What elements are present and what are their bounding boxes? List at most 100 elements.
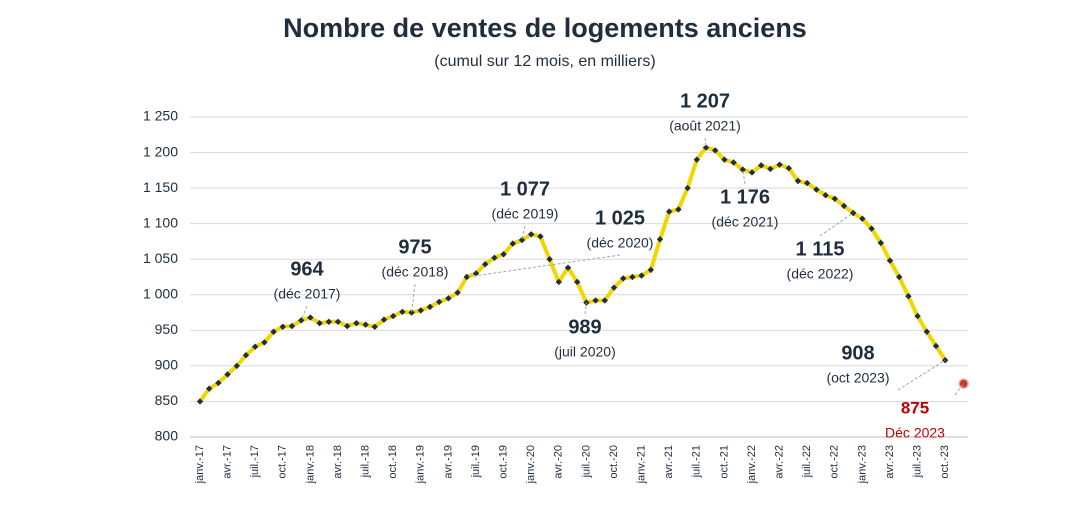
x-tick-label: juil.-21: [691, 445, 703, 478]
marker: [923, 328, 930, 335]
x-tick-label: oct.-19: [498, 445, 510, 479]
marker: [390, 312, 397, 320]
leader-line: [819, 212, 854, 237]
x-tick-label: oct.-21: [718, 445, 730, 479]
marker: [252, 343, 259, 350]
series-line: [198, 145, 947, 403]
marker: [196, 398, 204, 405]
marker: [721, 156, 728, 163]
annotation-date: (déc 2020): [587, 235, 654, 251]
x-tick-label: juil.-18: [360, 445, 372, 478]
marker: [656, 236, 664, 243]
marker: [877, 239, 884, 247]
marker: [528, 231, 535, 238]
marker: [693, 156, 700, 163]
x-tick-label: janv.-19: [415, 445, 427, 484]
marker: [555, 278, 562, 286]
x-tick-label: avr.-19: [442, 445, 454, 479]
marker: [445, 295, 452, 302]
x-tick-label: juil.-22: [801, 445, 813, 478]
annotation-value: 1 207: [680, 90, 730, 112]
annotation-value: 975: [398, 236, 431, 258]
marker: [739, 166, 746, 173]
x-tick-label: janv.-20: [525, 445, 537, 484]
x-tick-label: oct.-17: [277, 445, 289, 479]
y-tick-label: 850: [155, 392, 179, 408]
marker: [426, 303, 434, 311]
y-tick-label: 1 100: [143, 214, 178, 230]
marker: [353, 320, 360, 327]
marker: [408, 309, 415, 316]
y-tick-label: 800: [155, 428, 179, 444]
x-tick-label: oct.-23: [939, 445, 951, 479]
chart-title: Nombre de ventes de logements anciens: [283, 13, 807, 43]
x-tick-label: juil.-17: [249, 445, 261, 478]
marker: [518, 236, 526, 244]
leader-line: [954, 383, 964, 396]
marker: [712, 147, 719, 154]
leader-line: [704, 137, 707, 148]
leader-line: [897, 359, 946, 391]
annotation-date: (déc 2022): [787, 266, 854, 282]
marker: [684, 184, 691, 192]
marker: [767, 165, 774, 173]
marker: [748, 169, 756, 176]
x-tick-label: avr.-17: [222, 445, 234, 479]
leader-line: [742, 169, 746, 185]
marker: [620, 275, 627, 282]
annotation-value: 1 115: [796, 238, 845, 260]
marker: [537, 233, 544, 240]
x-tick-label: oct.-22: [829, 445, 841, 479]
marker: [546, 256, 553, 263]
marker: [583, 299, 590, 306]
annotation-value: 964: [290, 258, 324, 280]
marker: [794, 177, 802, 185]
x-tick-label: janv.-23: [856, 445, 868, 484]
marker: [905, 293, 912, 300]
x-tick-label: avr.-23: [884, 445, 896, 479]
annotation-date: (oct 2023): [826, 370, 889, 386]
marker: [629, 273, 636, 281]
marker: [702, 144, 710, 151]
x-tick-label: avr.-21: [663, 445, 675, 479]
marker: [279, 323, 286, 330]
y-tick-label: 900: [155, 357, 179, 373]
leader-line: [521, 225, 526, 241]
marker: [454, 289, 461, 296]
leader-line: [584, 302, 587, 315]
marker: [638, 272, 645, 279]
x-tick-label: avr.-22: [774, 445, 786, 479]
marker: [592, 297, 599, 304]
marker: [463, 273, 470, 281]
marker: [380, 316, 388, 323]
marker: [822, 192, 829, 199]
marker: [932, 342, 940, 350]
annotation-value: 875: [901, 398, 929, 417]
x-tick-label: avr.-20: [553, 445, 565, 479]
marker: [344, 322, 351, 330]
marker: [307, 314, 314, 321]
marker: [914, 312, 921, 320]
marker: [758, 162, 765, 169]
marker: [472, 270, 480, 277]
marker: [482, 261, 489, 268]
y-tick-label: 1 150: [143, 179, 178, 195]
marker: [334, 318, 342, 325]
marker: [325, 318, 332, 325]
marker: [417, 307, 424, 314]
marker: [399, 308, 406, 316]
marker: [242, 352, 250, 359]
y-tick-label: 1 250: [143, 108, 178, 124]
annotation-date: (déc 2018): [382, 264, 449, 280]
annotation-date: (déc 2017): [274, 286, 341, 302]
marker: [574, 278, 581, 286]
marker: [831, 195, 838, 202]
marker: [215, 379, 222, 387]
marker: [804, 179, 811, 187]
marker: [233, 362, 240, 370]
marker: [813, 186, 820, 193]
marker: [868, 225, 875, 232]
marker: [436, 298, 443, 306]
